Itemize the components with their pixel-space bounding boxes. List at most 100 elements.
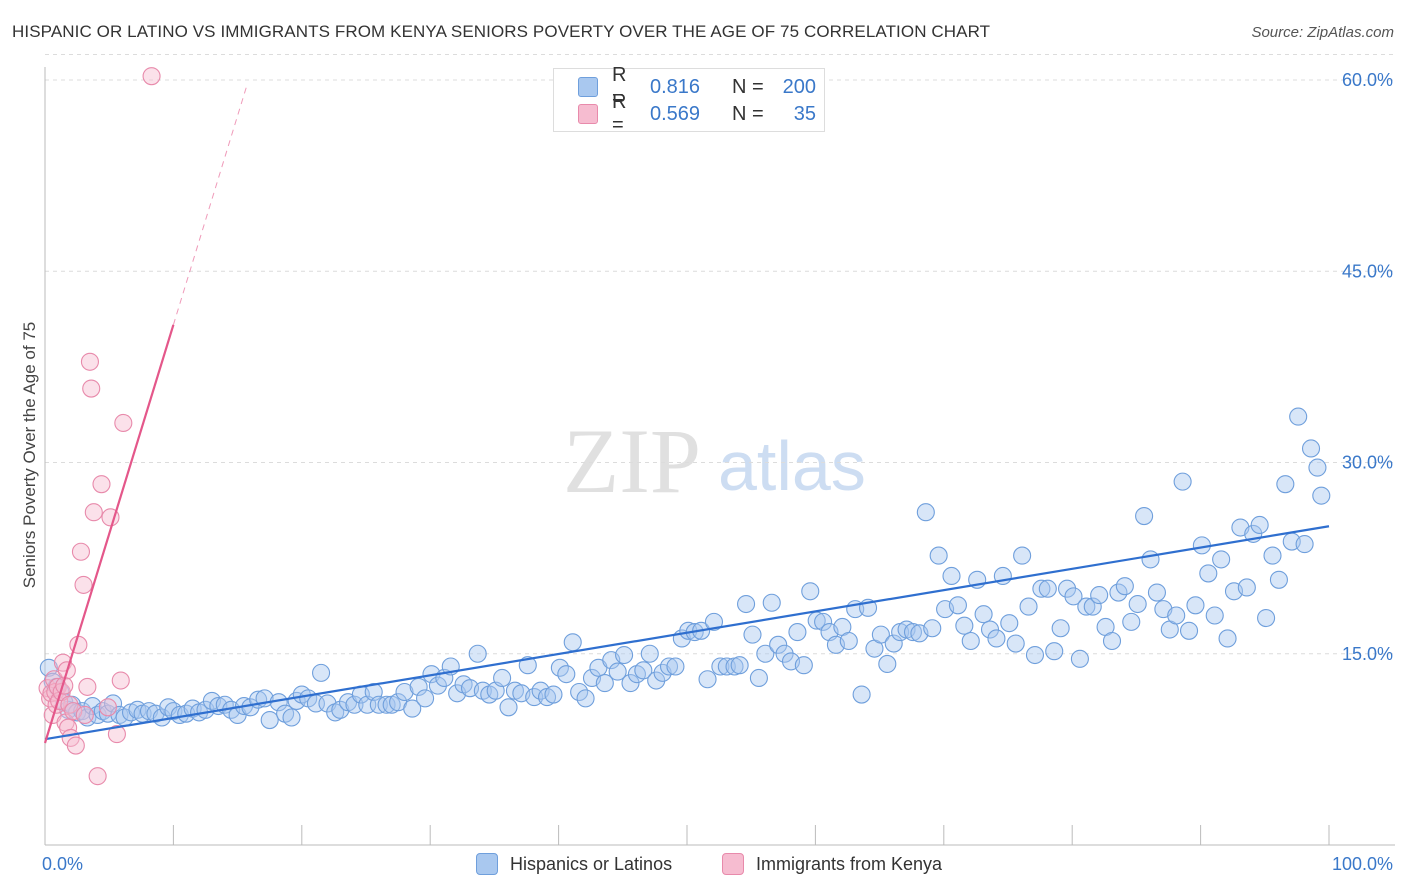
hispanics-point-155 <box>1006 634 1025 653</box>
hispanics-point-172 <box>1115 577 1134 596</box>
hispanics-point-166 <box>1077 597 1096 616</box>
hispanics-point-203 <box>1312 486 1331 505</box>
legend-n-label: N = <box>732 102 764 125</box>
trend-line-kenya-extension <box>172 86 248 325</box>
hispanics-point-116 <box>756 644 775 663</box>
hispanics-point-183 <box>1186 596 1205 615</box>
watermark: ZIP atlas <box>563 410 866 512</box>
hispanics-point-88 <box>576 689 595 708</box>
hispanics-point-152 <box>987 629 1006 648</box>
hispanics-point-63 <box>416 689 435 708</box>
hispanics-point-186 <box>1205 606 1224 625</box>
hispanics-point-168 <box>1090 586 1109 605</box>
hispanics-point-83 <box>544 685 563 704</box>
hispanics-point-86 <box>563 633 582 652</box>
hispanics-point-109 <box>711 657 730 676</box>
hispanics-point-101 <box>659 657 679 676</box>
kenya-point-18 <box>66 736 85 755</box>
hispanics-point-75 <box>493 668 512 688</box>
kenya-point-21 <box>74 575 93 594</box>
hispanics-point-174 <box>1128 594 1147 614</box>
hispanics-point-85 <box>557 665 576 684</box>
trend-line-kenya <box>43 324 175 744</box>
hispanics-point-134 <box>871 625 890 644</box>
x-tick-label-min: 0.0% <box>42 854 83 874</box>
hispanics-point-113 <box>737 594 756 614</box>
bottom-legend-kenya: Immigrants from Kenya <box>722 851 942 877</box>
hispanics-point-115 <box>749 668 768 688</box>
kenya-point-23 <box>78 677 97 696</box>
kenya-point-24 <box>80 352 99 371</box>
hispanics-point-121 <box>788 623 807 642</box>
watermark-atlas: atlas <box>718 427 866 505</box>
hispanics-point-98 <box>640 644 659 663</box>
hispanics-point-197 <box>1276 475 1295 494</box>
hispanics-point-194 <box>1257 608 1276 628</box>
legend-swatch-kenya <box>578 104 598 124</box>
hispanics-point-151 <box>980 620 1000 639</box>
hispanics-point-163 <box>1058 579 1077 598</box>
hispanics-point-170 <box>1102 631 1122 651</box>
x-tick-label-max: 100.0% <box>1332 854 1393 874</box>
hispanics-point-50 <box>331 700 350 719</box>
hispanics-point-112 <box>730 656 749 675</box>
hispanics-point-129 <box>839 631 858 651</box>
bottom-legend-hispanics: Hispanics or Latinos <box>476 851 672 877</box>
grid-lines <box>45 54 1395 655</box>
axes <box>44 67 1395 846</box>
legend-n-value: 35 <box>793 102 816 125</box>
hispanics-point-180 <box>1167 606 1186 625</box>
kenya-point-22 <box>75 705 94 725</box>
legend-swatch-hispanics <box>578 77 598 97</box>
hispanics-point-202 <box>1308 458 1327 477</box>
hispanics-point-160 <box>1038 579 1057 598</box>
hispanics-point-195 <box>1263 546 1282 565</box>
bottom-legend-label-hispanics: Hispanics or Latinos <box>510 853 673 874</box>
hispanics-point-135 <box>878 654 897 674</box>
hispanics-point-146 <box>948 596 967 615</box>
y-tick-label: 15.0% <box>1342 644 1393 664</box>
hispanics-point-0 <box>39 658 58 677</box>
hispanics-point-173 <box>1122 612 1141 631</box>
hispanics-point-118 <box>769 635 788 654</box>
hispanics-point-79 <box>518 656 537 675</box>
hispanics-point-99 <box>647 671 666 690</box>
hispanics-point-91 <box>595 674 614 693</box>
hispanics-point-119 <box>775 644 794 663</box>
kenya-point-29 <box>98 698 117 717</box>
hispanics-point-97 <box>634 661 653 680</box>
kenya-point-31 <box>107 725 126 744</box>
y-tick-label: 60.0% <box>1342 70 1393 90</box>
hispanics-point-131 <box>852 685 871 704</box>
hispanics-point-181 <box>1173 472 1192 491</box>
kenya-point-17 <box>64 702 83 721</box>
hispanics-point-65 <box>428 676 447 695</box>
legend-row-kenya: R = 0.569 N = 35 <box>578 91 816 136</box>
kenya-point-33 <box>114 413 133 433</box>
hispanics-point-110 <box>717 657 736 676</box>
y-tick-label: 30.0% <box>1342 453 1393 473</box>
hispanics-point-187 <box>1212 550 1231 569</box>
legend-row-hispanics: R = 0.816 N = 200 <box>578 64 816 109</box>
trend-line-hispanics <box>44 525 1330 741</box>
hispanics-point-159 <box>1032 579 1051 598</box>
series-kenya-points <box>38 67 161 786</box>
hispanics-point-62 <box>409 677 428 696</box>
hispanics-point-117 <box>762 593 781 612</box>
hispanics-point-143 <box>929 546 948 565</box>
hispanics-point-154 <box>1000 614 1019 633</box>
hispanics-point-56 <box>369 695 388 714</box>
hispanics-point-139 <box>903 623 923 642</box>
hispanics-point-52 <box>345 695 364 714</box>
hispanics-point-150 <box>974 605 993 624</box>
hispanics-point-95 <box>621 674 640 693</box>
hispanics-point-147 <box>955 616 974 635</box>
hispanics-point-76 <box>499 698 518 717</box>
chart-title: HISPANIC OR LATINO VS IMMIGRANTS FROM KE… <box>12 22 991 41</box>
hispanics-point-177 <box>1147 583 1166 602</box>
hispanics-point-122 <box>794 656 813 675</box>
hispanics-point-182 <box>1179 621 1199 640</box>
tick-labels: 15.0% 30.0% 45.0% 60.0% 0.0% 100.0% <box>42 70 1393 874</box>
kenya-point-25 <box>82 379 101 398</box>
